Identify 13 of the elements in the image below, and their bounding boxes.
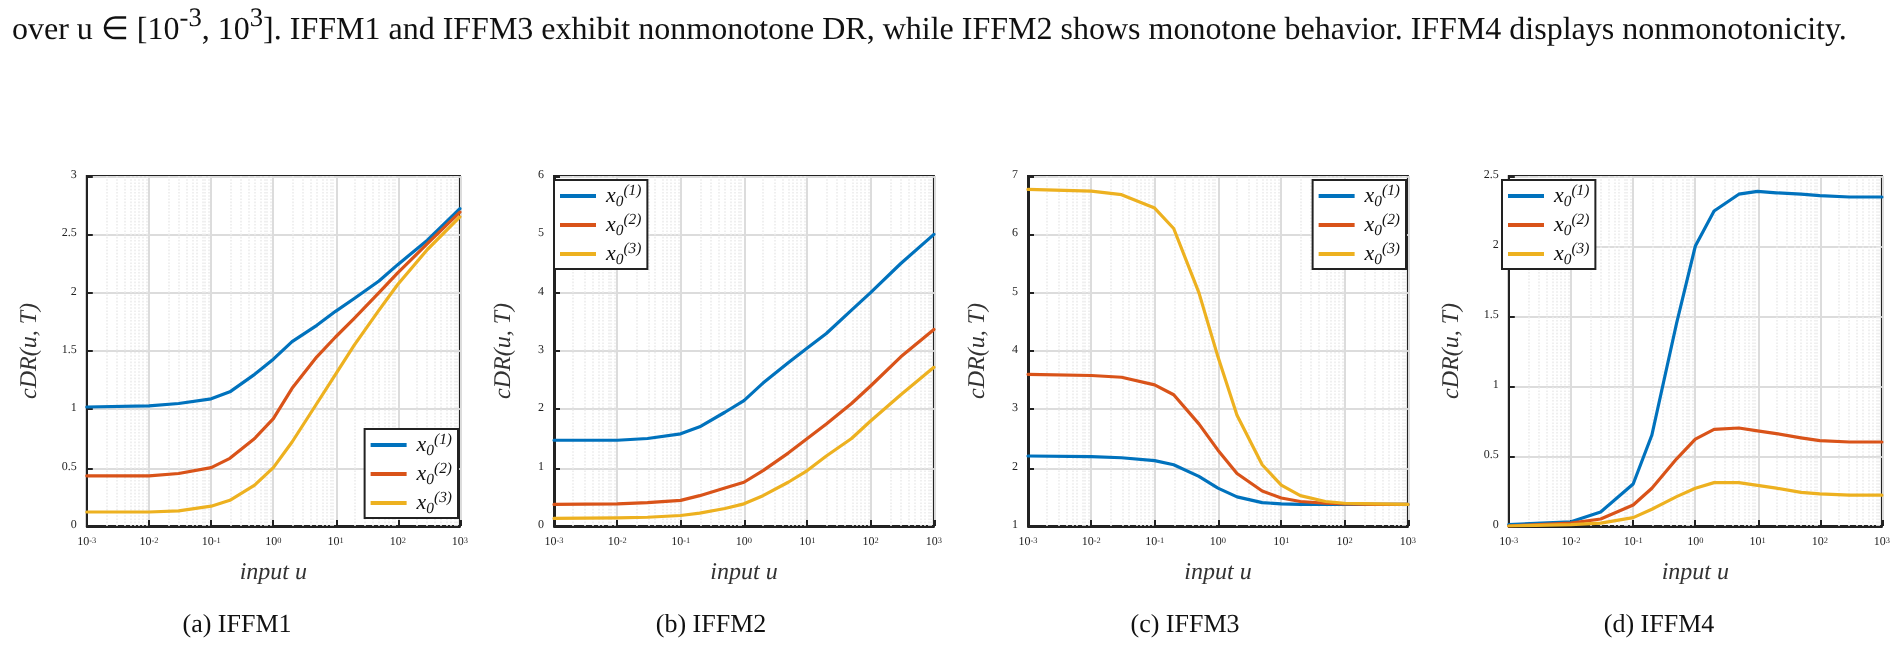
text: (c) IFFM3 (1130, 608, 1240, 638)
x-axis-title: input u (710, 557, 778, 586)
text: (b) IFFM2 (655, 608, 767, 638)
x-axis-title: input u (1661, 557, 1730, 586)
y-axis-title: cDR(u, T) (488, 303, 516, 399)
y-axis-title: cDR(u, T) (1436, 303, 1464, 399)
y-axis-title: cDR(u, T) (14, 303, 42, 399)
text: over u ∈ [10$^{-3}$, 10$^{3}$]. IFFM1 and IFFM3 exhibit nonmonotone DR, while IFFM2 shows monotone behavior. IFFM4 displays nonmonotonicity. (12, 0, 1849, 49)
y-axis-title: cDR(u, T) (962, 303, 990, 399)
x-axis-title: input u (1184, 557, 1252, 586)
x-axis-title: input u (239, 557, 308, 586)
text: (d) IFFM4 (1603, 608, 1716, 638)
text: (a) IFFM1 (182, 608, 292, 638)
